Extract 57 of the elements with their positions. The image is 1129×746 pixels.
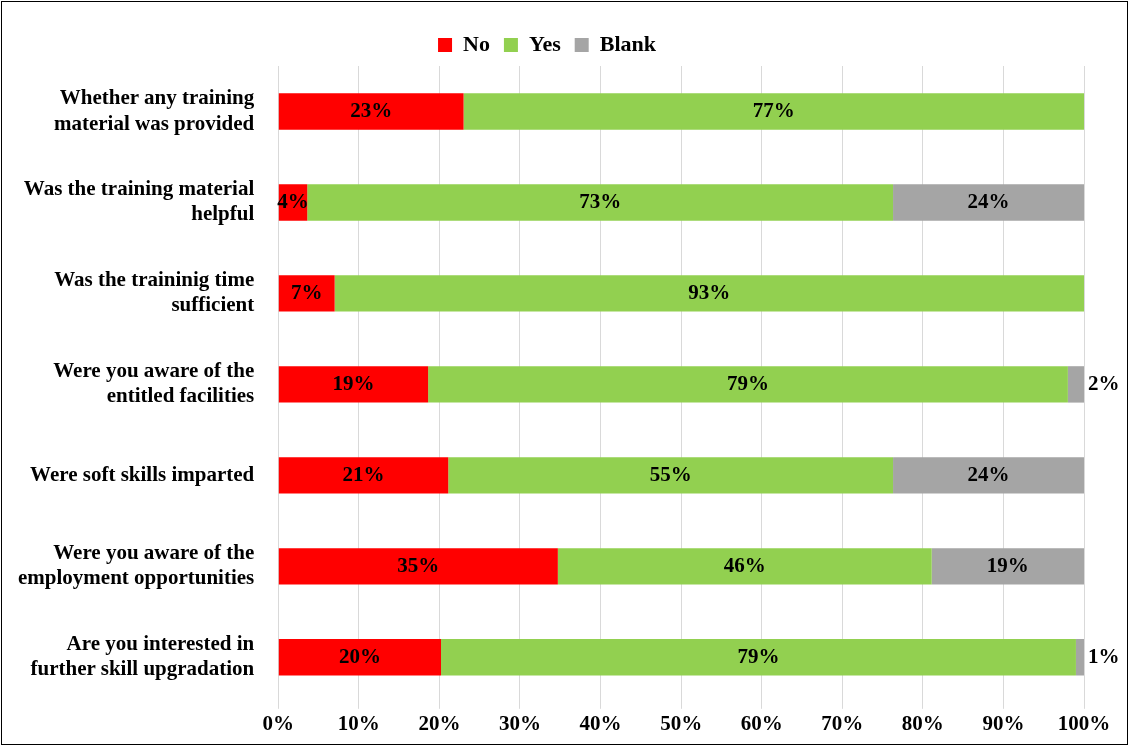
y-tick-label: Were soft skills imparted: [30, 461, 255, 486]
bar: [278, 275, 335, 312]
y-tick-label: Whether any training material was provided: [53, 85, 255, 135]
x-tick-label: 0%: [262, 710, 294, 735]
data-label: 24%: [967, 461, 1010, 486]
y-tick-label: Was the training material helpful: [23, 176, 255, 226]
bar: [278, 457, 449, 494]
x-tick-label: 90%: [982, 710, 1025, 735]
bar: [893, 457, 1084, 494]
bar: [428, 366, 1068, 403]
data-label: 20%: [338, 643, 381, 668]
x-tick-label: 20%: [418, 710, 461, 735]
data-label: 77%: [752, 97, 795, 122]
data-label: 93%: [688, 279, 731, 304]
data-label: 21%: [342, 461, 385, 486]
x-tick-label: 10%: [337, 710, 380, 735]
bar: [1067, 366, 1084, 403]
data-label: 7%: [290, 279, 323, 304]
bar: [463, 93, 1084, 130]
data-label: 2%: [1088, 370, 1120, 395]
bar: [278, 366, 429, 403]
data-label: 19%: [332, 370, 375, 395]
bar: [931, 548, 1084, 585]
data-label: 35%: [397, 552, 440, 577]
legend-label: No: [463, 30, 490, 56]
x-tick-label: 80%: [901, 710, 944, 735]
bar: [448, 457, 894, 494]
bar: [557, 548, 932, 585]
y-tick-label: Was the traininig time sufficient: [54, 267, 255, 317]
x-tick-label: 100%: [1057, 710, 1111, 735]
data-label: 19%: [986, 552, 1029, 577]
x-tick-label: 40%: [579, 710, 622, 735]
bar: [334, 275, 1084, 312]
x-tick-label: 30%: [498, 710, 541, 735]
data-label: 79%: [727, 370, 769, 395]
data-label: 55%: [649, 461, 692, 486]
bar: [441, 639, 1076, 676]
legend-label: Blank: [599, 30, 657, 56]
bar: [278, 93, 464, 130]
data-label: 23%: [350, 97, 393, 122]
x-tick-label: 50%: [660, 710, 703, 735]
data-label: 46%: [723, 552, 766, 577]
data-label: 1%: [1088, 643, 1120, 668]
y-tick-label: Were you aware of the entitled facilities: [53, 358, 255, 408]
bar: [278, 548, 558, 585]
x-tick-label: 60%: [740, 710, 783, 735]
bar: [307, 184, 894, 221]
bar: [1075, 639, 1084, 676]
legend-label: Yes: [528, 30, 562, 56]
data-label: 73%: [579, 188, 622, 213]
y-tick-label: Were you aware of the employment opportunities: [18, 540, 255, 590]
bar: [893, 184, 1084, 221]
data-label: 79%: [737, 643, 780, 668]
y-tick-label: Are you interested in further skill upgradation: [30, 631, 255, 681]
x-tick-label: 70%: [821, 710, 864, 735]
bar: [278, 639, 442, 676]
data-label: 24%: [967, 188, 1010, 213]
